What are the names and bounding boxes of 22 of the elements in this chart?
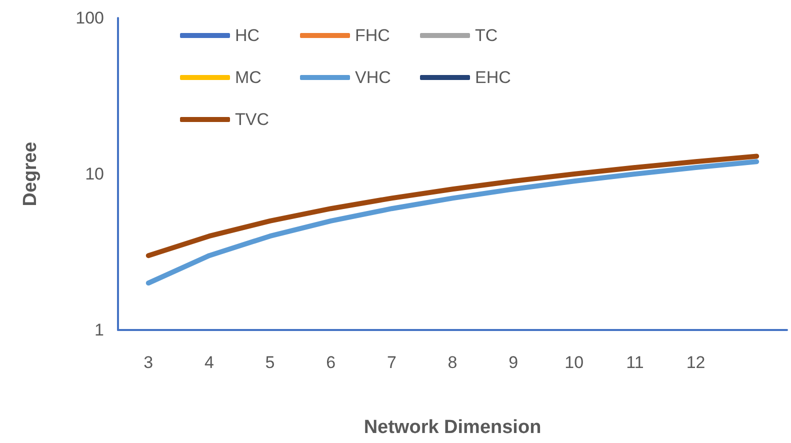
x-tick-label: 7	[386, 353, 396, 372]
legend-label: HC	[235, 26, 260, 45]
x-tick-label: 3	[144, 353, 154, 372]
legend-label: MC	[235, 68, 262, 87]
y-tick-label: 10	[85, 164, 104, 184]
x-tick-label: 6	[326, 353, 336, 372]
y-tick-label: 1	[94, 320, 104, 340]
legend-label: EHC	[475, 68, 511, 87]
x-tick-label: 4	[204, 353, 214, 372]
y-axis-title: Degree	[20, 142, 41, 206]
x-tick-label: 8	[448, 353, 458, 372]
x-tick-label: 12	[686, 353, 706, 372]
x-axis-title: Network Dimension	[364, 417, 542, 438]
x-tick-label: 5	[265, 353, 275, 372]
x-tick-label: 9	[508, 353, 518, 372]
y-tick-label: 100	[76, 8, 104, 28]
legend-label: TVC	[235, 110, 269, 129]
x-tick-label: 11	[626, 353, 644, 372]
legend-label: FHC	[355, 26, 390, 45]
legend-label: TC	[475, 26, 498, 45]
x-tick-label: 10	[564, 353, 584, 372]
legend-label: VHC	[355, 68, 391, 87]
